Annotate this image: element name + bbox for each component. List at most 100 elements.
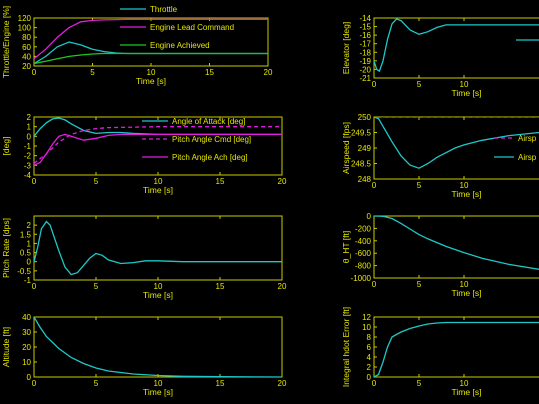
x-tick-label: 20 bbox=[278, 282, 287, 291]
series-line-0 bbox=[374, 216, 539, 270]
axes-frame bbox=[373, 215, 539, 279]
series-line-0 bbox=[374, 18, 539, 73]
y-tick-label: 249.5 bbox=[351, 129, 372, 138]
x-tick-label: 0 bbox=[32, 68, 37, 77]
y-tick-label: 60 bbox=[22, 43, 31, 52]
x-tick-label: 10 bbox=[460, 181, 469, 190]
y-axis-label: θ_HT [ft] bbox=[341, 231, 351, 263]
y-tick-label: -21 bbox=[359, 74, 371, 83]
y-tick-label: -15 bbox=[359, 23, 371, 32]
y-tick-label: -3 bbox=[24, 161, 32, 170]
y-tick-label: -0.5 bbox=[17, 267, 31, 276]
y-axis-label: Pitch Rate [dps] bbox=[1, 218, 11, 278]
x-axis-label: Time [s] bbox=[452, 88, 482, 98]
axes-frame bbox=[373, 17, 539, 79]
x-tick-label: 0 bbox=[32, 282, 37, 291]
series-line-0 bbox=[34, 220, 282, 276]
axes-frame bbox=[33, 215, 283, 281]
x-tick-label: 10 bbox=[154, 177, 163, 186]
series-line-engine-achieved bbox=[34, 52, 268, 65]
x-tick-label: 5 bbox=[417, 280, 422, 289]
y-tick-label: 0.5 bbox=[20, 249, 32, 258]
y-tick-label: 0 bbox=[367, 373, 372, 382]
legend-label: Airsp bbox=[518, 153, 537, 162]
series-line-airsp bbox=[374, 117, 539, 169]
y-axis-label: Integral hdot Error [ft] bbox=[341, 307, 351, 387]
y-tick-label: -20 bbox=[359, 65, 371, 74]
y-tick-label: -1 bbox=[24, 142, 32, 151]
x-tick-label: 10 bbox=[147, 68, 156, 77]
y-tick-label: -2 bbox=[24, 152, 32, 161]
x-tick-label: 15 bbox=[216, 379, 225, 388]
x-tick-label: 0 bbox=[32, 379, 37, 388]
legend-label: Angle of Attack [deg] bbox=[172, 117, 245, 126]
y-tick-label: 6 bbox=[367, 343, 372, 352]
x-tick-label: 10 bbox=[460, 80, 469, 89]
y-tick-label: 4 bbox=[367, 353, 372, 362]
x-tick-label: 20 bbox=[278, 177, 287, 186]
x-axis-label: Time [s] bbox=[452, 387, 482, 397]
y-tick-label: 10 bbox=[22, 358, 31, 367]
x-tick-label: 5 bbox=[94, 282, 99, 291]
x-tick-label: 5 bbox=[90, 68, 95, 77]
x-tick-label: 5 bbox=[417, 379, 422, 388]
series-line-0 bbox=[374, 321, 539, 377]
y-tick-label: -1 bbox=[24, 276, 32, 285]
axes-frame bbox=[33, 316, 283, 378]
y-tick-label: 40 bbox=[22, 52, 31, 61]
x-tick-label: 0 bbox=[32, 177, 37, 186]
y-tick-label: -600 bbox=[355, 249, 372, 258]
y-tick-label: 2 bbox=[367, 363, 372, 372]
x-tick-label: 20 bbox=[278, 379, 287, 388]
x-axis-label: Time [s] bbox=[143, 185, 173, 195]
y-tick-label: 20 bbox=[22, 343, 31, 352]
x-tick-label: 10 bbox=[460, 379, 469, 388]
y-axis-label: [deg] bbox=[1, 137, 11, 156]
legend-label: Throttle bbox=[150, 5, 178, 14]
y-tick-label: 40 bbox=[22, 313, 31, 322]
y-tick-label: -4 bbox=[24, 171, 32, 180]
plot-elevator: 0 5 10 -21-20-19-18-17-16-15-14 Time [s] Elev… bbox=[341, 14, 539, 98]
y-axis-label: Throttle/Engine [%] bbox=[1, 6, 11, 78]
y-tick-label: 1.5 bbox=[20, 230, 32, 239]
legend-label: Airsp bbox=[518, 134, 537, 143]
y-tick-label: 0 bbox=[367, 212, 372, 221]
series-line-0 bbox=[34, 317, 282, 377]
x-axis-label: Time [s] bbox=[452, 288, 482, 298]
y-tick-label: 30 bbox=[22, 328, 31, 337]
series-line-pitch-angle-ach-deg bbox=[34, 133, 282, 166]
y-tick-label: 2 bbox=[27, 221, 32, 230]
y-tick-label: -400 bbox=[355, 237, 372, 246]
x-axis-label: Time [s] bbox=[143, 290, 173, 300]
legend-label: Pitch Angle Cmd [deg] bbox=[172, 135, 251, 144]
legend-label: Engine Lead Command bbox=[150, 23, 234, 32]
y-tick-label: 1 bbox=[27, 239, 32, 248]
legend-label: Pitch Angle Ach [deg] bbox=[172, 153, 248, 162]
y-tick-label: 80 bbox=[22, 33, 31, 42]
y-tick-label: 249 bbox=[358, 144, 372, 153]
x-tick-label: 20 bbox=[264, 68, 273, 77]
y-tick-label: -19 bbox=[359, 57, 371, 66]
x-tick-label: 10 bbox=[154, 379, 163, 388]
y-tick-label: 0 bbox=[27, 373, 32, 382]
y-tick-label: -17 bbox=[359, 40, 371, 49]
axes-frame bbox=[373, 316, 539, 378]
y-tick-label: 120 bbox=[18, 14, 32, 23]
x-tick-label: 0 bbox=[372, 280, 377, 289]
legend-label: Engine Achieved bbox=[150, 41, 210, 50]
y-tick-label: -800 bbox=[355, 262, 372, 271]
y-axis-label: Airspeed [fps] bbox=[341, 122, 351, 174]
y-tick-label: 2 bbox=[27, 113, 32, 122]
x-tick-label: 5 bbox=[94, 379, 99, 388]
x-axis-label: Time [s] bbox=[143, 387, 173, 397]
x-tick-label: 10 bbox=[154, 282, 163, 291]
y-axis-label: Altitude [ft] bbox=[1, 327, 11, 367]
series-line-pitch-angle-cmd-deg bbox=[34, 126, 282, 164]
y-tick-label: 248.5 bbox=[351, 160, 372, 169]
x-tick-label: 15 bbox=[205, 68, 214, 77]
x-tick-label: 15 bbox=[216, 177, 225, 186]
